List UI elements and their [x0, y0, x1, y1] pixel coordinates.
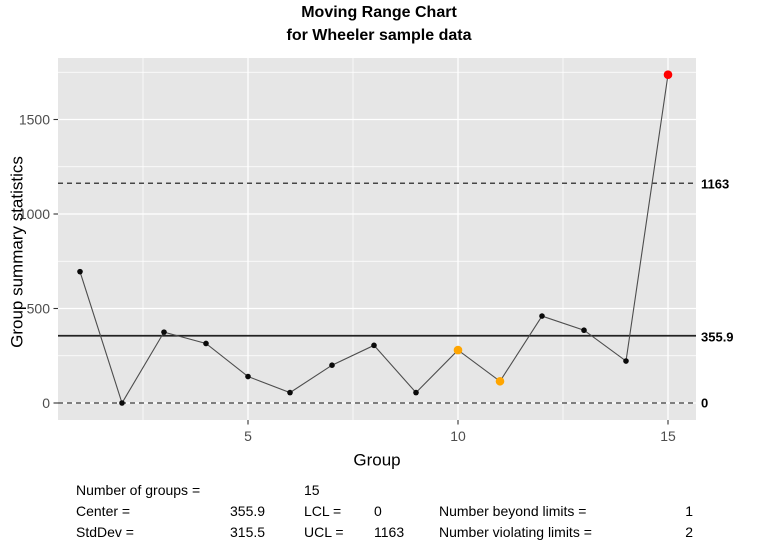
- stat-stddev-value: 315.5: [230, 524, 266, 540]
- stat-lcl-label: LCL =: [304, 503, 342, 519]
- chart-panel: [58, 58, 696, 420]
- x-axis-title: Group: [353, 451, 400, 470]
- stat-center-label: Center =: [76, 503, 131, 519]
- stat-beyond-value: 1: [685, 503, 693, 519]
- data-point-run: [453, 345, 463, 355]
- chart-layers: 0 500 1000 1500 5 10 15: [19, 58, 696, 444]
- data-point: [161, 329, 167, 335]
- moving-range-chart: 0 500 1000 1500 5 10 15 Moving Range Chart for…: [8, 4, 734, 470]
- center-label: 355.9: [701, 330, 734, 345]
- y-tick-label: 1000: [19, 206, 50, 222]
- stat-lcl-value: 0: [374, 503, 382, 519]
- y-axis-title: Group summary statistics: [8, 156, 27, 348]
- y-tick-label: 500: [27, 301, 51, 317]
- ucl-label: 1163: [701, 177, 729, 192]
- stat-stddev-label: StdDev =: [76, 524, 134, 540]
- data-point: [539, 313, 545, 319]
- data-point: [623, 358, 629, 364]
- chart-title-line1: Moving Range Chart: [301, 4, 457, 21]
- data-point-beyond: [663, 70, 673, 80]
- stat-violating-label: Number violating limits =: [439, 524, 592, 540]
- stat-center-value: 355.9: [230, 503, 266, 519]
- stat-ucl-value: 1163: [374, 524, 405, 540]
- y-tick-label: 0: [42, 395, 50, 411]
- stat-beyond-label: Number beyond limits =: [439, 503, 587, 519]
- x-tick-label: 10: [450, 428, 466, 444]
- data-point: [245, 373, 251, 380]
- data-point-run: [495, 376, 505, 386]
- stat-ucl-label: UCL =: [304, 524, 344, 540]
- lcl-label: 0: [701, 396, 708, 411]
- data-point: [581, 327, 587, 334]
- x-tick-label: 15: [660, 428, 676, 444]
- data-point: [371, 342, 377, 349]
- stat-violating-value: 2: [685, 524, 693, 540]
- x-tick-label: 5: [244, 428, 252, 444]
- data-point: [203, 340, 209, 347]
- data-point: [329, 362, 335, 369]
- data-point: [287, 389, 293, 396]
- y-tick-label: 1500: [19, 112, 50, 128]
- data-point: [119, 400, 125, 406]
- data-point: [77, 268, 83, 275]
- stat-n-label: Number of groups =: [76, 482, 201, 498]
- chart-title-line2: for Wheeler sample data: [287, 27, 472, 44]
- data-point: [413, 389, 419, 396]
- stat-n-value: 15: [304, 482, 320, 498]
